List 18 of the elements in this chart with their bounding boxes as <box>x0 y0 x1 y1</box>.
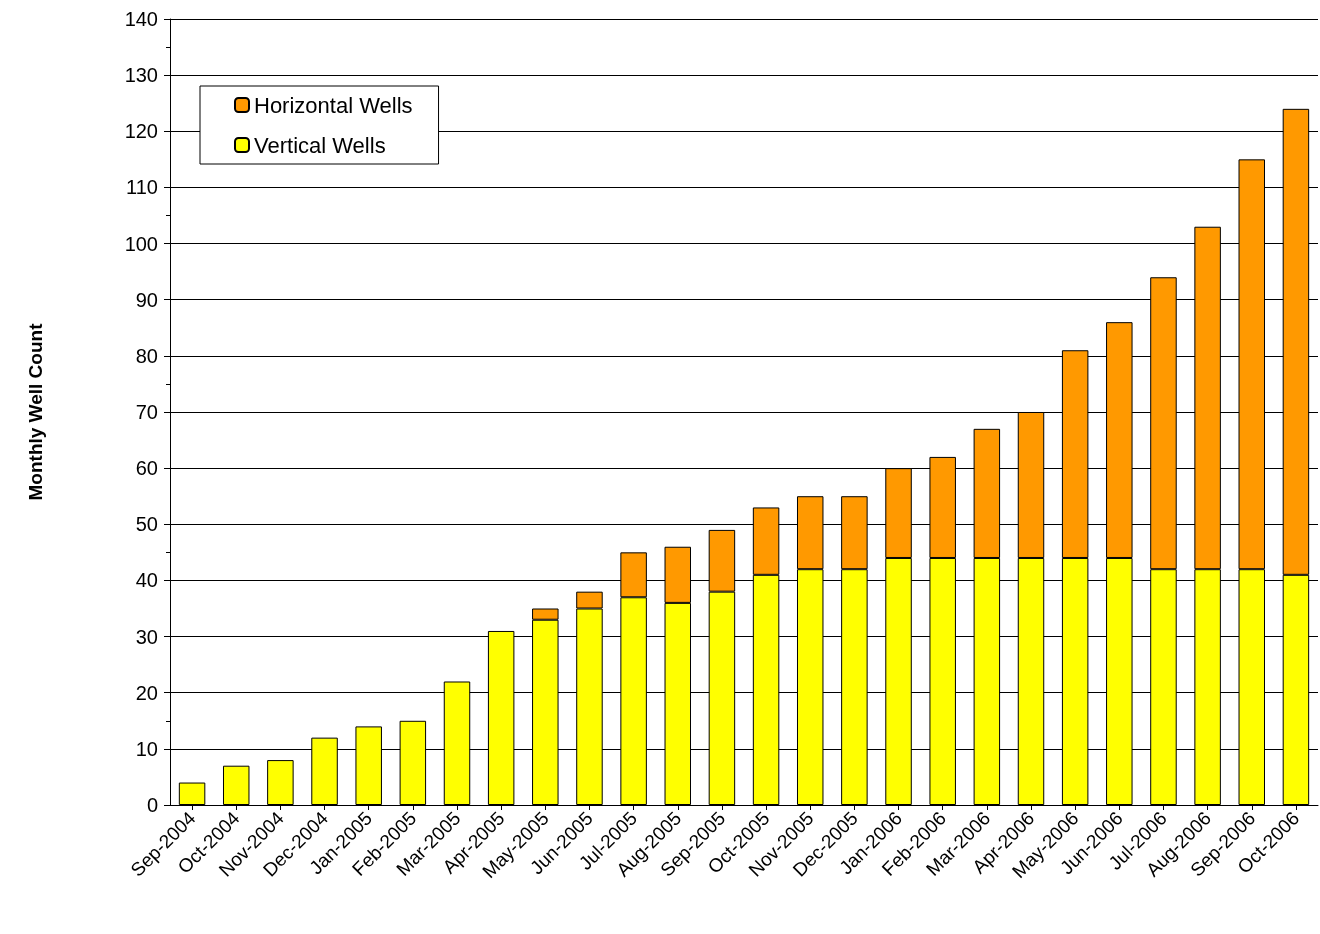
y-tick-label: 130 <box>124 64 158 87</box>
y-tick-label: 30 <box>135 625 158 648</box>
y-tick-label: 140 <box>124 8 158 30</box>
legend-label: Vertical Wells <box>254 132 386 158</box>
legend-label: Horizontal Wells <box>254 92 413 118</box>
y-tick-label: 0 <box>146 794 158 816</box>
y-tick-label: 100 <box>124 232 158 255</box>
y-tick-label: 40 <box>135 569 158 592</box>
y-tick-label: 20 <box>135 681 158 704</box>
y-tick-label: 110 <box>126 176 158 199</box>
y-tick-label: 60 <box>135 457 158 480</box>
y-axis-title: Monthly Well Count <box>25 322 46 501</box>
y-tick-label: 50 <box>135 513 158 536</box>
y-tick-label: 120 <box>124 120 158 143</box>
y-tick-label: 10 <box>135 737 158 760</box>
y-tick-label: 70 <box>135 401 158 423</box>
y-tick-label: 80 <box>135 344 158 367</box>
y-tick-label: 90 <box>135 288 158 311</box>
